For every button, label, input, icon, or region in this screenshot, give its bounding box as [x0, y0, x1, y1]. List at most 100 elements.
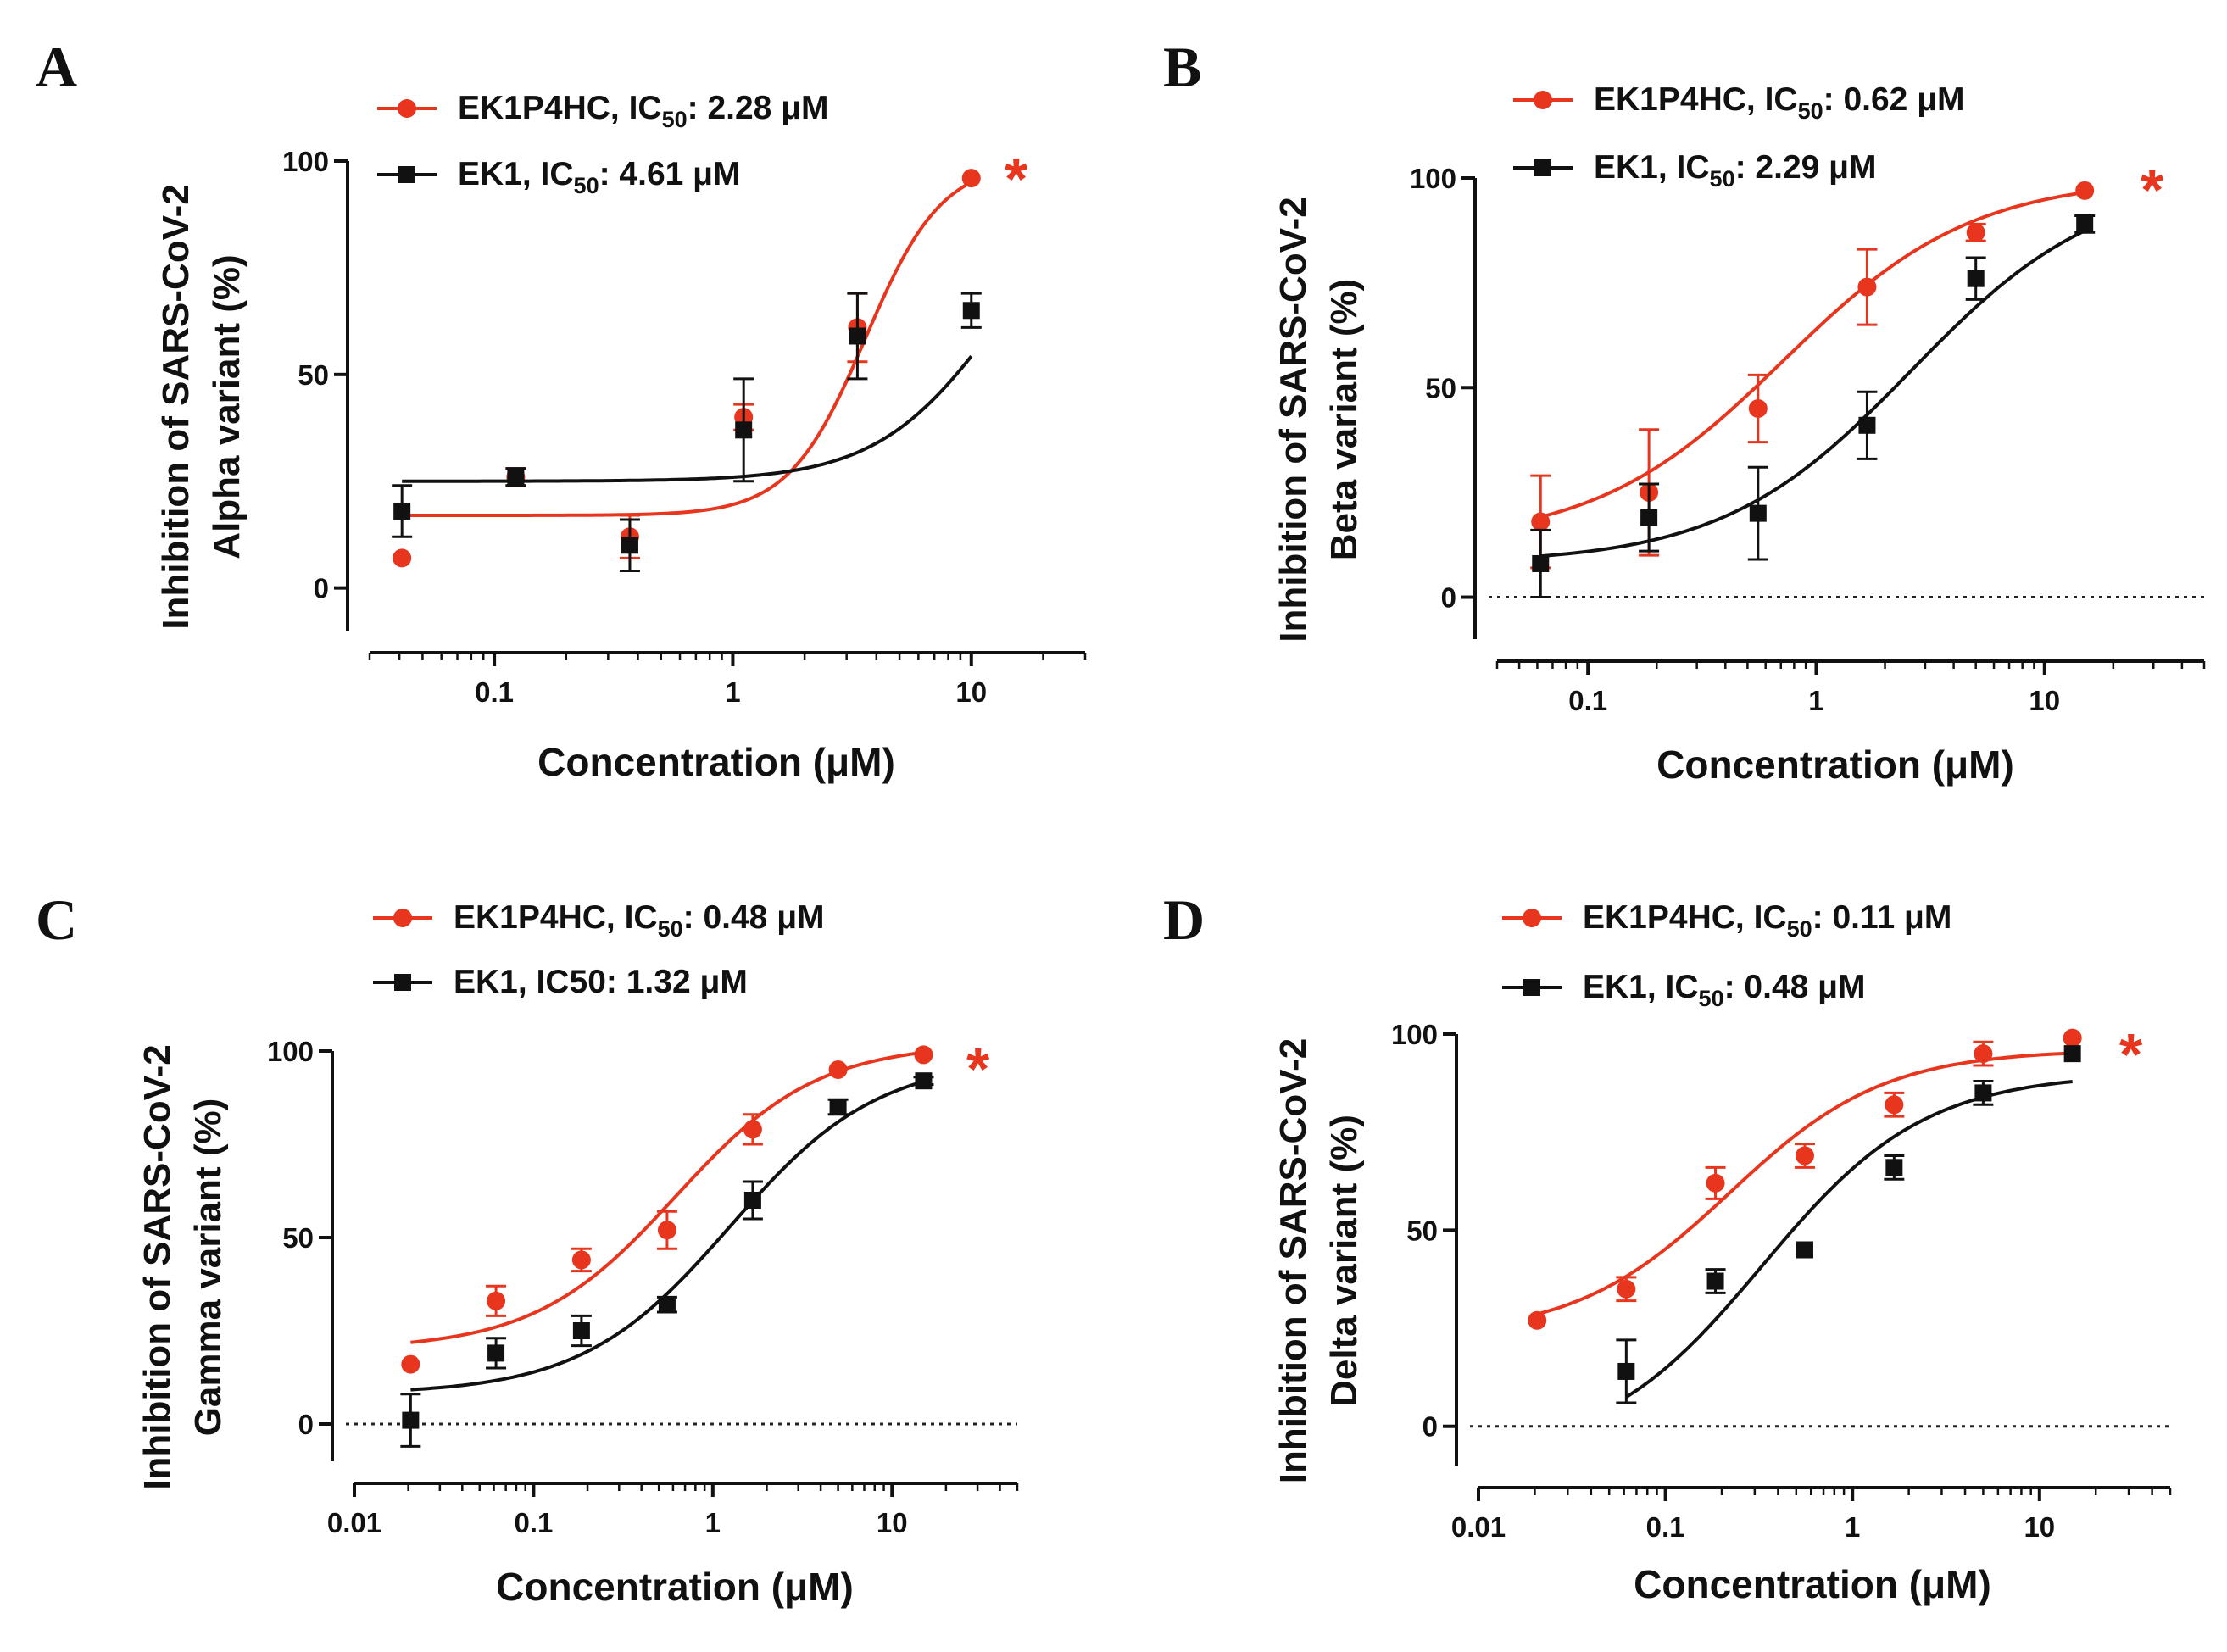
x-axis-label: Concentration (μM) — [1634, 1562, 1991, 1606]
legend-label: EK1P4HC, IC50: 0.48 μM — [454, 899, 825, 942]
data-point — [571, 1250, 591, 1270]
legend-name: EK1P4HC, IC — [1583, 899, 1787, 936]
data-point — [1528, 1310, 1547, 1330]
panel-d: D 0 50 100 0.01 0.1 1 10 Concentration (μM) Inhib… — [1163, 887, 2172, 1606]
data-point — [1796, 1241, 1813, 1259]
x-axis-label: Concentration (μM) — [496, 1565, 854, 1609]
panel-b: B 0 50 100 0.1 1 10 Concentration (μM) Inhibitio… — [1163, 35, 2206, 787]
y-tick-label: 0 — [1422, 1411, 1438, 1443]
x-axis-label: Concentration (μM) — [537, 740, 895, 784]
data-point — [1885, 1159, 1903, 1176]
data-point — [487, 1344, 505, 1362]
y-tick-label: 100 — [282, 146, 329, 177]
y-axis-label: Gamma variant (%) — [187, 1099, 229, 1437]
legend-label: EK1, IC50: 0.48 μM — [1583, 969, 1866, 1011]
legend-subscript: 50 — [1699, 986, 1724, 1011]
data-point — [1885, 1095, 1904, 1115]
x-tick-label: 1 — [1808, 685, 1823, 716]
y-tick-label: 0 — [314, 573, 329, 604]
data-point — [1706, 1173, 1725, 1193]
y-tick-label: 50 — [1425, 372, 1456, 403]
data-point — [657, 1221, 676, 1240]
legend-marker — [1523, 909, 1541, 927]
legend-marker — [393, 909, 412, 927]
legend-name: EK1P4HC, IC — [454, 899, 658, 936]
data-point — [393, 502, 411, 520]
data-point — [1706, 1272, 1724, 1290]
data-point — [1531, 512, 1551, 531]
data-point — [735, 421, 753, 439]
fit-curve — [1536, 1051, 2073, 1316]
data-point — [915, 1072, 933, 1090]
legend-subscript: 50 — [1787, 916, 1812, 942]
y-tick-label: 50 — [282, 1222, 314, 1254]
fit-curve — [410, 1079, 925, 1392]
x-tick-label: 0.1 — [1646, 1511, 1685, 1543]
significance-star: * — [966, 1036, 990, 1102]
fit-curve — [1540, 229, 2086, 559]
data-point — [2076, 215, 2094, 233]
panel-letter: D — [1163, 887, 1205, 952]
data-point — [1857, 277, 1877, 297]
x-tick-label: 10 — [955, 676, 987, 708]
legend-marker — [394, 974, 411, 991]
data-point — [962, 302, 980, 320]
data-point — [1640, 509, 1658, 526]
fit-curve — [402, 355, 973, 483]
fit-curve — [1625, 1080, 2073, 1399]
data-point — [743, 1192, 761, 1209]
series-ek1 — [1616, 1045, 2081, 1404]
data-point — [621, 537, 638, 554]
significance-star: * — [2141, 157, 2164, 223]
legend-subscript: 50 — [658, 916, 683, 942]
data-point — [1974, 1084, 1992, 1102]
legend-label: EK1, IC50: 2.29 μM — [1594, 149, 1877, 192]
fit-curve — [402, 181, 972, 517]
series-ek1 — [392, 292, 982, 572]
panel-letter: B — [1163, 35, 1201, 99]
x-tick-label: 1 — [1845, 1511, 1860, 1543]
y-tick-label: 50 — [1406, 1215, 1438, 1246]
series-ek1p4hc — [393, 169, 981, 568]
legend-label: EK1P4HC, IC50: 2.28 μM — [458, 90, 829, 132]
legend-label: EK1P4HC, IC50: 0.62 μM — [1594, 81, 1965, 124]
legend-marker — [398, 99, 416, 118]
series-ek1p4hc — [1530, 181, 2095, 570]
x-tick-label: 10 — [2024, 1511, 2055, 1543]
y-axis-label: Alpha variant (%) — [206, 254, 248, 559]
legend-name: EK1, IC — [1583, 969, 1699, 1005]
x-tick-label: 10 — [877, 1507, 908, 1538]
data-point — [1795, 1146, 1814, 1165]
data-point — [829, 1099, 847, 1115]
panel-c: C 0 50 100 0.01 0.1 1 10 Concentration (μM) Inhib… — [36, 887, 1019, 1609]
legend-name: EK1, IC — [1594, 149, 1710, 186]
y-tick-label: 0 — [1441, 582, 1456, 614]
panel-a: A 0 50 100 0.1 1 10 Concentration (μM) Inhibitio… — [36, 35, 1087, 784]
legend-subscript: 50 — [1710, 166, 1735, 192]
legend-marker — [1534, 91, 1552, 109]
data-point — [507, 468, 525, 486]
x-tick-label: 0.01 — [327, 1507, 381, 1538]
legend-subscript: 50 — [574, 173, 599, 198]
data-point — [658, 1296, 676, 1314]
x-tick-label: 0.01 — [1451, 1511, 1506, 1543]
data-point — [849, 327, 866, 345]
y-axis-label: Delta variant (%) — [1323, 1115, 1365, 1407]
data-point — [1858, 416, 1876, 434]
data-point — [1749, 504, 1767, 522]
data-point — [2063, 1028, 2082, 1048]
y-axis-label: Inhibition of SARS-CoV-2 — [1272, 197, 1314, 642]
series-ek1 — [1530, 214, 2096, 599]
significance-star: * — [1005, 146, 1028, 212]
series-ek1p4hc — [1528, 1028, 2082, 1330]
data-point — [1532, 554, 1550, 572]
legend-ic50: : 0.48 μM — [1724, 969, 1866, 1005]
data-point — [1974, 1044, 1993, 1064]
x-tick-label: 1 — [725, 676, 740, 708]
x-axis-label: Concentration (μM) — [1656, 743, 2014, 787]
series-ek1p4hc — [401, 1045, 933, 1374]
x-tick-label: 10 — [2029, 685, 2060, 716]
data-point — [1966, 223, 1985, 242]
data-point — [1967, 270, 1985, 287]
